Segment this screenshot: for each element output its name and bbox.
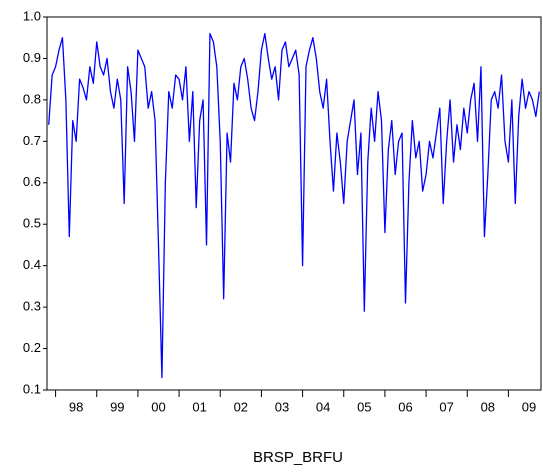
x-tick-label: 01	[192, 399, 206, 414]
x-tick-label: 05	[357, 399, 371, 414]
x-tick-label: 07	[439, 399, 453, 414]
y-tick-label: 0.8	[23, 91, 41, 106]
x-tick-label: 99	[110, 399, 124, 414]
x-tick-label: 09	[522, 399, 536, 414]
x-tick-label: 98	[69, 399, 83, 414]
y-tick-label: 0.1	[23, 381, 41, 396]
x-tick-label: 04	[316, 399, 330, 414]
x-tick-label: 08	[481, 399, 495, 414]
x-tick-label: 00	[151, 399, 165, 414]
x-tick-label: 03	[275, 399, 289, 414]
y-tick-label: 0.9	[23, 50, 41, 65]
x-tick-label: 02	[234, 399, 248, 414]
y-tick-label: 0.7	[23, 133, 41, 148]
y-tick-label: 1.0	[23, 8, 41, 23]
y-tick-label: 0.6	[23, 174, 41, 189]
x-axis-label: BRSP_BRFU	[253, 449, 343, 466]
x-tick-label: 06	[398, 399, 412, 414]
data-line	[48, 32, 540, 379]
y-tick-label: 0.3	[23, 299, 41, 314]
plot-frame	[46, 16, 542, 391]
y-tick-label: 0.2	[23, 340, 41, 355]
y-tick-label: 0.4	[23, 257, 41, 272]
y-tick-label: 0.5	[23, 216, 41, 231]
